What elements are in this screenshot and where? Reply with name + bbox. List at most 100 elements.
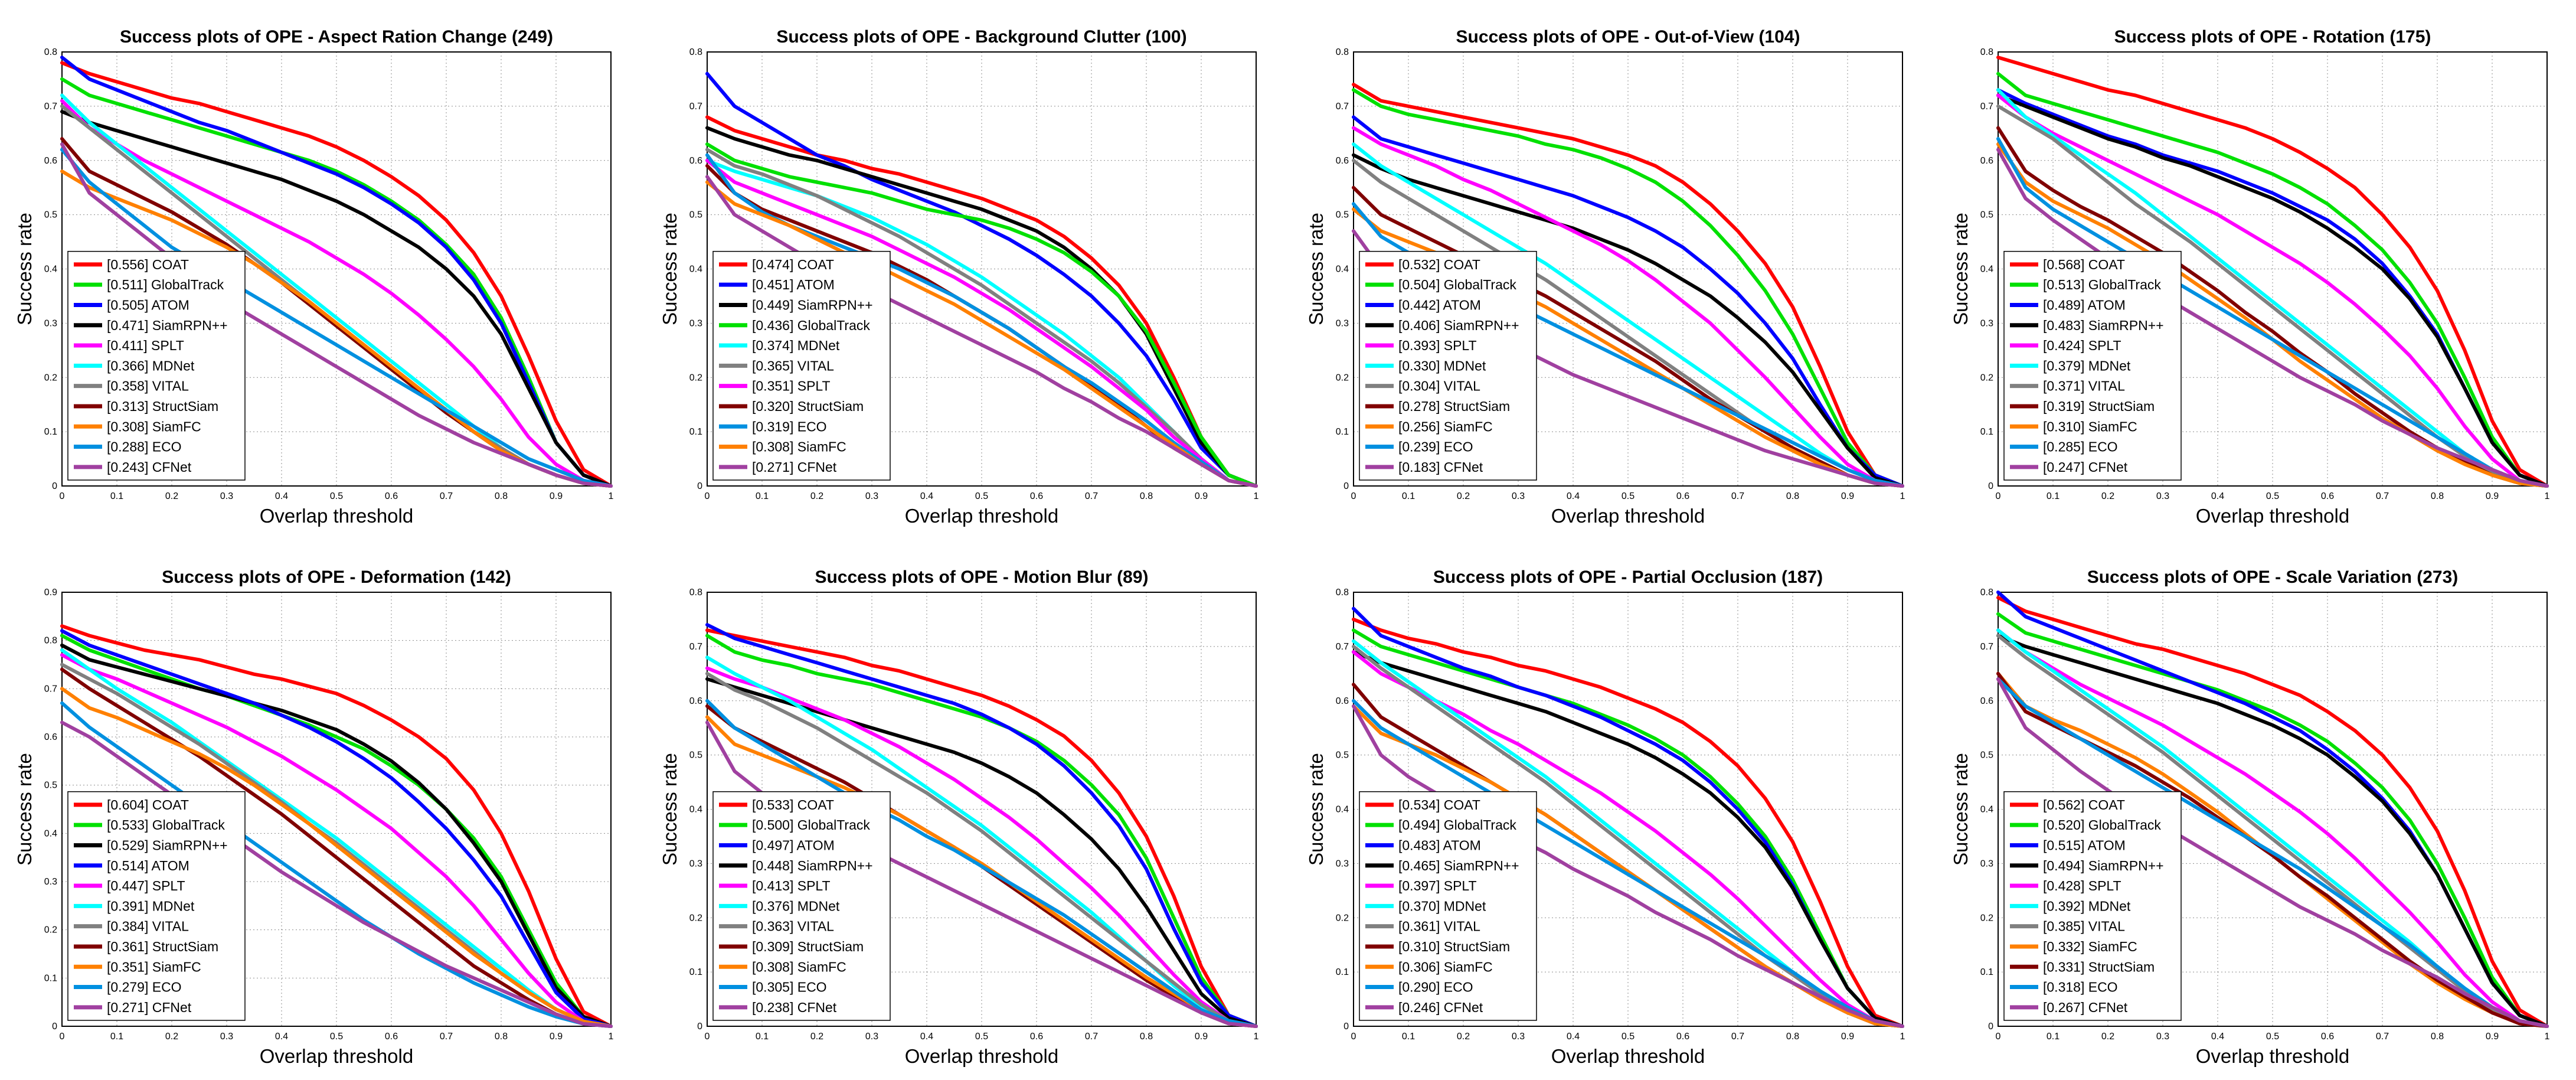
chart-6-ytick-label: 0.8 bbox=[1336, 588, 1349, 598]
chart-3-legend-entry: [0.568] COAT bbox=[2043, 257, 2125, 272]
chart-7-legend-entry: [0.318] ECO bbox=[2043, 980, 2118, 995]
chart-1-xtick-label: 0.9 bbox=[1195, 491, 1208, 501]
chart-5: 0 0.1 0.2 0.3 0.4 0.5 0.6 0.7 0.8 0.9 1 0 0.1 0.2 0.3 0… bbox=[659, 567, 1259, 1067]
chart-2-xtick-label: 0.6 bbox=[1676, 491, 1689, 501]
chart-4-legend-entry: [0.361] StructSiam bbox=[107, 939, 218, 954]
chart-5-legend: [0.533] COAT [0.500] GlobalTrack [0.497] A… bbox=[712, 791, 891, 1021]
chart-4-series-globaltrack bbox=[60, 634, 613, 1028]
chart-1-xtick-label: 0.6 bbox=[1030, 491, 1043, 501]
chart-2-legend-entry: [0.278] StructSiam bbox=[1398, 399, 1510, 414]
chart-7-ytick-label: 0.4 bbox=[1980, 805, 1993, 815]
chart-3-ytick-label: 0.4 bbox=[1980, 265, 1993, 275]
chart-6-legend-entry: [0.361] VITAL bbox=[1398, 919, 1480, 934]
chart-5-xtick-label: 1 bbox=[1254, 1032, 1259, 1042]
chart-7-xlabel: Overlap threshold bbox=[2196, 1045, 2349, 1067]
chart-2-legend-entry: [0.239] ECO bbox=[1398, 439, 1473, 455]
chart-2-xtick-label: 0 bbox=[1351, 491, 1356, 501]
chart-4-ytick-label: 0.1 bbox=[44, 973, 57, 983]
chart-3-ytick-label: 0.1 bbox=[1980, 427, 1993, 437]
chart-4-series-siamfc bbox=[60, 687, 613, 1028]
chart-1-xtick-label: 0.2 bbox=[810, 491, 823, 501]
chart-7-ytick-label: 0.7 bbox=[1980, 642, 1993, 652]
chart-0-series-cfnet bbox=[60, 142, 613, 488]
chart-1-xtick-label: 0.5 bbox=[975, 491, 988, 501]
chart-0-legend-entry: [0.411] SPLT bbox=[107, 338, 184, 353]
chart-4-legend-entry: [0.391] MDNet bbox=[107, 898, 195, 913]
chart-6-xtick-label: 0.7 bbox=[1731, 1032, 1744, 1042]
chart-3-legend-entry: [0.489] ATOM bbox=[2043, 297, 2126, 312]
chart-0-ytick-label: 0.7 bbox=[44, 102, 57, 112]
chart-5-legend-entry: [0.413] SPLT bbox=[752, 878, 831, 893]
chart-6-series-coat bbox=[1352, 617, 1904, 1028]
chart-0-series-splt bbox=[60, 99, 613, 488]
chart-5-ytick-label: 0.5 bbox=[689, 751, 702, 761]
chart-4-legend-entry: [0.384] VITAL bbox=[107, 919, 189, 934]
chart-1-legend-entry: [0.308] SiamFC bbox=[752, 439, 846, 455]
chart-4-ytick-label: 0.3 bbox=[44, 877, 57, 887]
chart-6-ytick-label: 0.7 bbox=[1336, 642, 1349, 652]
chart-3-ytick-label: 0.7 bbox=[1980, 102, 1993, 112]
chart-5-series-siamfc bbox=[705, 715, 1258, 1028]
chart-0-xtick-label: 0.5 bbox=[330, 491, 343, 501]
chart-3-ytick-label: 0.2 bbox=[1980, 373, 1993, 383]
chart-7-xtick-label: 0.7 bbox=[2376, 1032, 2389, 1042]
chart-7-legend-entry: [0.331] StructSiam bbox=[2043, 959, 2155, 974]
chart-1-xtick-label: 0.7 bbox=[1085, 491, 1098, 501]
chart-6-legend-entry: [0.306] SiamFC bbox=[1398, 959, 1493, 974]
chart-5-xtick-label: 0.4 bbox=[920, 1032, 933, 1042]
chart-7-ytick-label: 0.1 bbox=[1980, 967, 1993, 977]
chart-5-legend-entry: [0.309] StructSiam bbox=[752, 939, 864, 954]
chart-0-ytick-label: 0.1 bbox=[44, 427, 57, 437]
chart-7-series-eco bbox=[1996, 677, 2549, 1028]
chart-0-legend-entry: [0.366] MDNet bbox=[107, 358, 195, 373]
chart-2-legend: [0.532] COAT [0.504] GlobalTrack [0.442] A… bbox=[1359, 250, 1537, 481]
chart-4-xtick-label: 0.8 bbox=[495, 1032, 508, 1042]
chart-2-series-atom bbox=[1352, 115, 1904, 488]
chart-3-title: Success plots of OPE - Rotation (175) bbox=[2114, 27, 2431, 47]
chart-3-legend-entry: [0.513] GlobalTrack bbox=[2043, 277, 2161, 292]
chart-6-legend-entry: [0.310] StructSiam bbox=[1398, 939, 1510, 954]
chart-3-xlabel: Overlap threshold bbox=[2196, 505, 2349, 527]
chart-1-xtick-label: 0.4 bbox=[920, 491, 933, 501]
chart-2-legend-entry: [0.256] SiamFC bbox=[1398, 419, 1493, 434]
chart-5-xtick-label: 0.6 bbox=[1030, 1032, 1043, 1042]
chart-5-legend-entry: [0.497] ATOM bbox=[752, 837, 835, 853]
chart-4-title: Success plots of OPE - Deformation (142) bbox=[162, 567, 511, 587]
chart-5-xtick-label: 0.3 bbox=[865, 1032, 878, 1042]
chart-5-xtick-label: 0 bbox=[705, 1032, 710, 1042]
chart-1-xtick-label: 0.8 bbox=[1140, 491, 1153, 501]
chart-1-ytick-label: 0.1 bbox=[689, 427, 702, 437]
chart-0: 0 0.1 0.2 0.3 0.4 0.5 0.6 0.7 0.8 0.9 1 0 0.1 0.2 0.3 0… bbox=[14, 27, 614, 527]
chart-5-series-coat bbox=[705, 628, 1258, 1028]
chart-1-ytick-label: 0.5 bbox=[689, 210, 702, 220]
chart-2-xtick-label: 0.5 bbox=[1622, 491, 1634, 501]
chart-0-xtick-label: 0 bbox=[60, 491, 65, 501]
chart-1-legend-entry: [0.449] SiamRPN++ bbox=[752, 297, 873, 312]
chart-4-xtick-label: 0.7 bbox=[440, 1032, 453, 1042]
chart-5-ytick-label: 0.3 bbox=[689, 859, 702, 869]
chart-4-series-structsiam bbox=[60, 667, 613, 1028]
chart-7-legend-entry: [0.562] COAT bbox=[2043, 797, 2125, 813]
chart-7-xtick-label: 0.9 bbox=[2486, 1032, 2499, 1042]
chart-1-xtick-label: 0 bbox=[705, 491, 710, 501]
chart-0-ytick-label: 0 bbox=[52, 481, 57, 491]
chart-5-xtick-label: 0.7 bbox=[1085, 1032, 1098, 1042]
chart-3-xtick-label: 0.7 bbox=[2376, 491, 2389, 501]
chart-5-series-vital bbox=[705, 671, 1258, 1028]
chart-3-series-eco bbox=[1996, 137, 2549, 488]
chart-3-ytick-label: 0.8 bbox=[1980, 47, 1993, 57]
chart-7-legend-entry: [0.332] SiamFC bbox=[2043, 939, 2137, 954]
chart-7-legend-entry: [0.385] VITAL bbox=[2043, 919, 2125, 934]
chart-2-legend-entry: [0.504] GlobalTrack bbox=[1398, 277, 1516, 292]
chart-2-legend-entry: [0.406] SiamRPN++ bbox=[1398, 318, 1519, 333]
chart-6-title: Success plots of OPE - Partial Occlusion… bbox=[1433, 567, 1823, 587]
chart-4-legend: [0.604] COAT [0.533] GlobalTrack [0.529] S… bbox=[67, 791, 246, 1021]
chart-0-ylabel: Success rate bbox=[14, 213, 35, 325]
chart-2-ytick-label: 0 bbox=[1343, 481, 1349, 491]
chart-2-legend-entry: [0.304] VITAL bbox=[1398, 379, 1480, 394]
chart-4-xtick-label: 0.4 bbox=[275, 1032, 288, 1042]
chart-5-xtick-label: 0.2 bbox=[810, 1032, 823, 1042]
chart-6-xtick-label: 0.1 bbox=[1402, 1032, 1415, 1042]
chart-4-ytick-label: 0 bbox=[52, 1022, 57, 1032]
chart-1-legend-entry: [0.320] StructSiam bbox=[752, 399, 864, 414]
